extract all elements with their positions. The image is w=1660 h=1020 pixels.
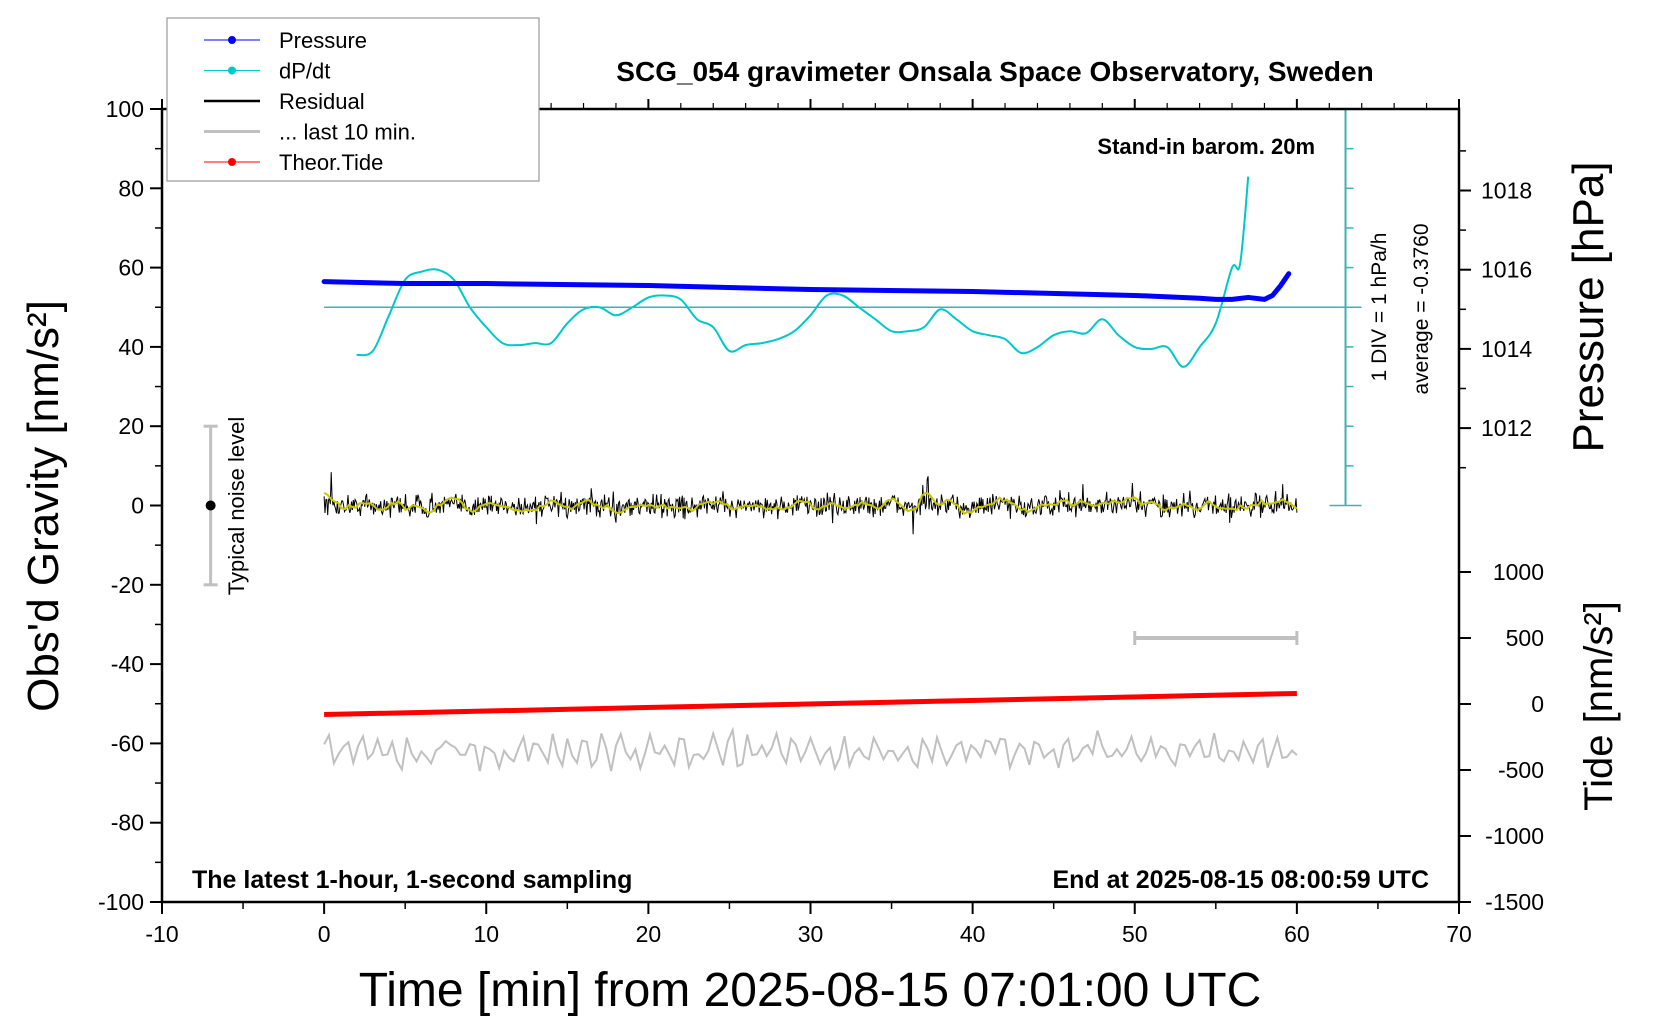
dpdt-line: [356, 176, 1250, 368]
legend-label: Pressure: [279, 28, 367, 53]
noise-level-center-dot: [205, 500, 216, 511]
theoretical-tide-line: [324, 690, 1297, 718]
y-tick-label: -100: [98, 889, 144, 915]
legend-entry: dP/dt: [204, 59, 330, 84]
y-axis-label-tide: Tide [nm/s²]: [1577, 601, 1621, 811]
tide-tick-label: 0: [1531, 691, 1544, 717]
legend-swatch-marker: [228, 158, 236, 166]
x-tick-label: 50: [1122, 921, 1148, 947]
pressure-tick-label: 1016: [1481, 257, 1532, 283]
y-tick-label: 60: [118, 255, 144, 281]
y-tick-label: 20: [118, 413, 144, 439]
tide-tick-label: -500: [1498, 757, 1544, 783]
tide-tick-label: 500: [1506, 625, 1544, 651]
tide-tick-label: -1000: [1485, 823, 1544, 849]
legend-entry: Theor.Tide: [204, 150, 383, 175]
x-tick-label: -10: [145, 921, 178, 947]
x-tick-label: 20: [636, 921, 662, 947]
chart-title: SCG_054 gravimeter Onsala Space Observat…: [616, 56, 1373, 87]
legend-box: [166, 17, 540, 182]
x-tick-label: 0: [318, 921, 331, 947]
y-axis-label-pressure: Pressure [hPa]: [1564, 161, 1613, 452]
legend-entry: ... last 10 min.: [204, 120, 416, 145]
plot-frame: [160, 107, 1461, 904]
legend-label: ... last 10 min.: [279, 120, 416, 145]
legend: Pressure dP/dt Residual ... last 10 min. The…: [166, 17, 540, 182]
y-tick-label: -20: [111, 572, 144, 598]
legend-entry: Pressure: [204, 28, 367, 53]
y-tick-label: -40: [111, 651, 144, 677]
axes-layer: -10 0 10 20 30 40 50 60 70100806040200-20-40-60-…: [98, 96, 1544, 947]
div-note: 1 DIV = 1 hPa/h: [1368, 233, 1391, 382]
legend-label: dP/dt: [279, 59, 330, 84]
barometer-note: Stand-in barom. 20m: [1097, 134, 1315, 159]
legend-entry: Residual: [204, 89, 365, 114]
series-layer: [203, 176, 1362, 773]
average-note: average = -0.3760: [1410, 223, 1433, 394]
x-tick-label: 10: [473, 921, 499, 947]
legend-label: Residual: [279, 89, 365, 114]
legend-swatch-marker: [228, 66, 236, 75]
tide-tick-label: -1500: [1485, 889, 1544, 915]
pressure-tick-label: 1018: [1481, 178, 1532, 204]
x-tick-label: 60: [1284, 921, 1310, 947]
y-tick-label: 80: [118, 175, 144, 201]
y-tick-label: -60: [111, 730, 144, 756]
x-tick-label: 30: [798, 921, 824, 947]
x-axis-label: Time [min] from 2025-08-15 07:01:00 UTC: [359, 964, 1262, 1017]
x-tick-label: 70: [1446, 921, 1472, 947]
y-tick-label: 0: [131, 493, 144, 519]
residual-line: [323, 472, 1298, 535]
legend-label: Theor.Tide: [279, 150, 383, 175]
tide-tick-label: 1000: [1493, 559, 1544, 585]
y-tick-label: 40: [118, 334, 144, 360]
y-tick-label: -80: [111, 810, 144, 836]
y-tick-label: 100: [106, 96, 144, 122]
pressure-tick-label: 1014: [1481, 336, 1532, 362]
pressure-line: [321, 271, 1292, 302]
sampling-note: The latest 1-hour, 1-second sampling: [192, 866, 632, 894]
end-time-note: End at 2025-08-15 08:00:59 UTC: [1052, 866, 1429, 894]
last-10-min-line: [323, 726, 1298, 773]
x-tick-label: 40: [960, 921, 986, 947]
legend-swatch-marker: [228, 36, 236, 44]
noise-level-label: Typical noise level: [224, 417, 249, 596]
y-axis-label-left: Obs'd Gravity [nm/s²]: [19, 300, 68, 712]
pressure-tick-label: 1012: [1481, 415, 1532, 441]
residual-smoothed-line: [323, 491, 1298, 515]
